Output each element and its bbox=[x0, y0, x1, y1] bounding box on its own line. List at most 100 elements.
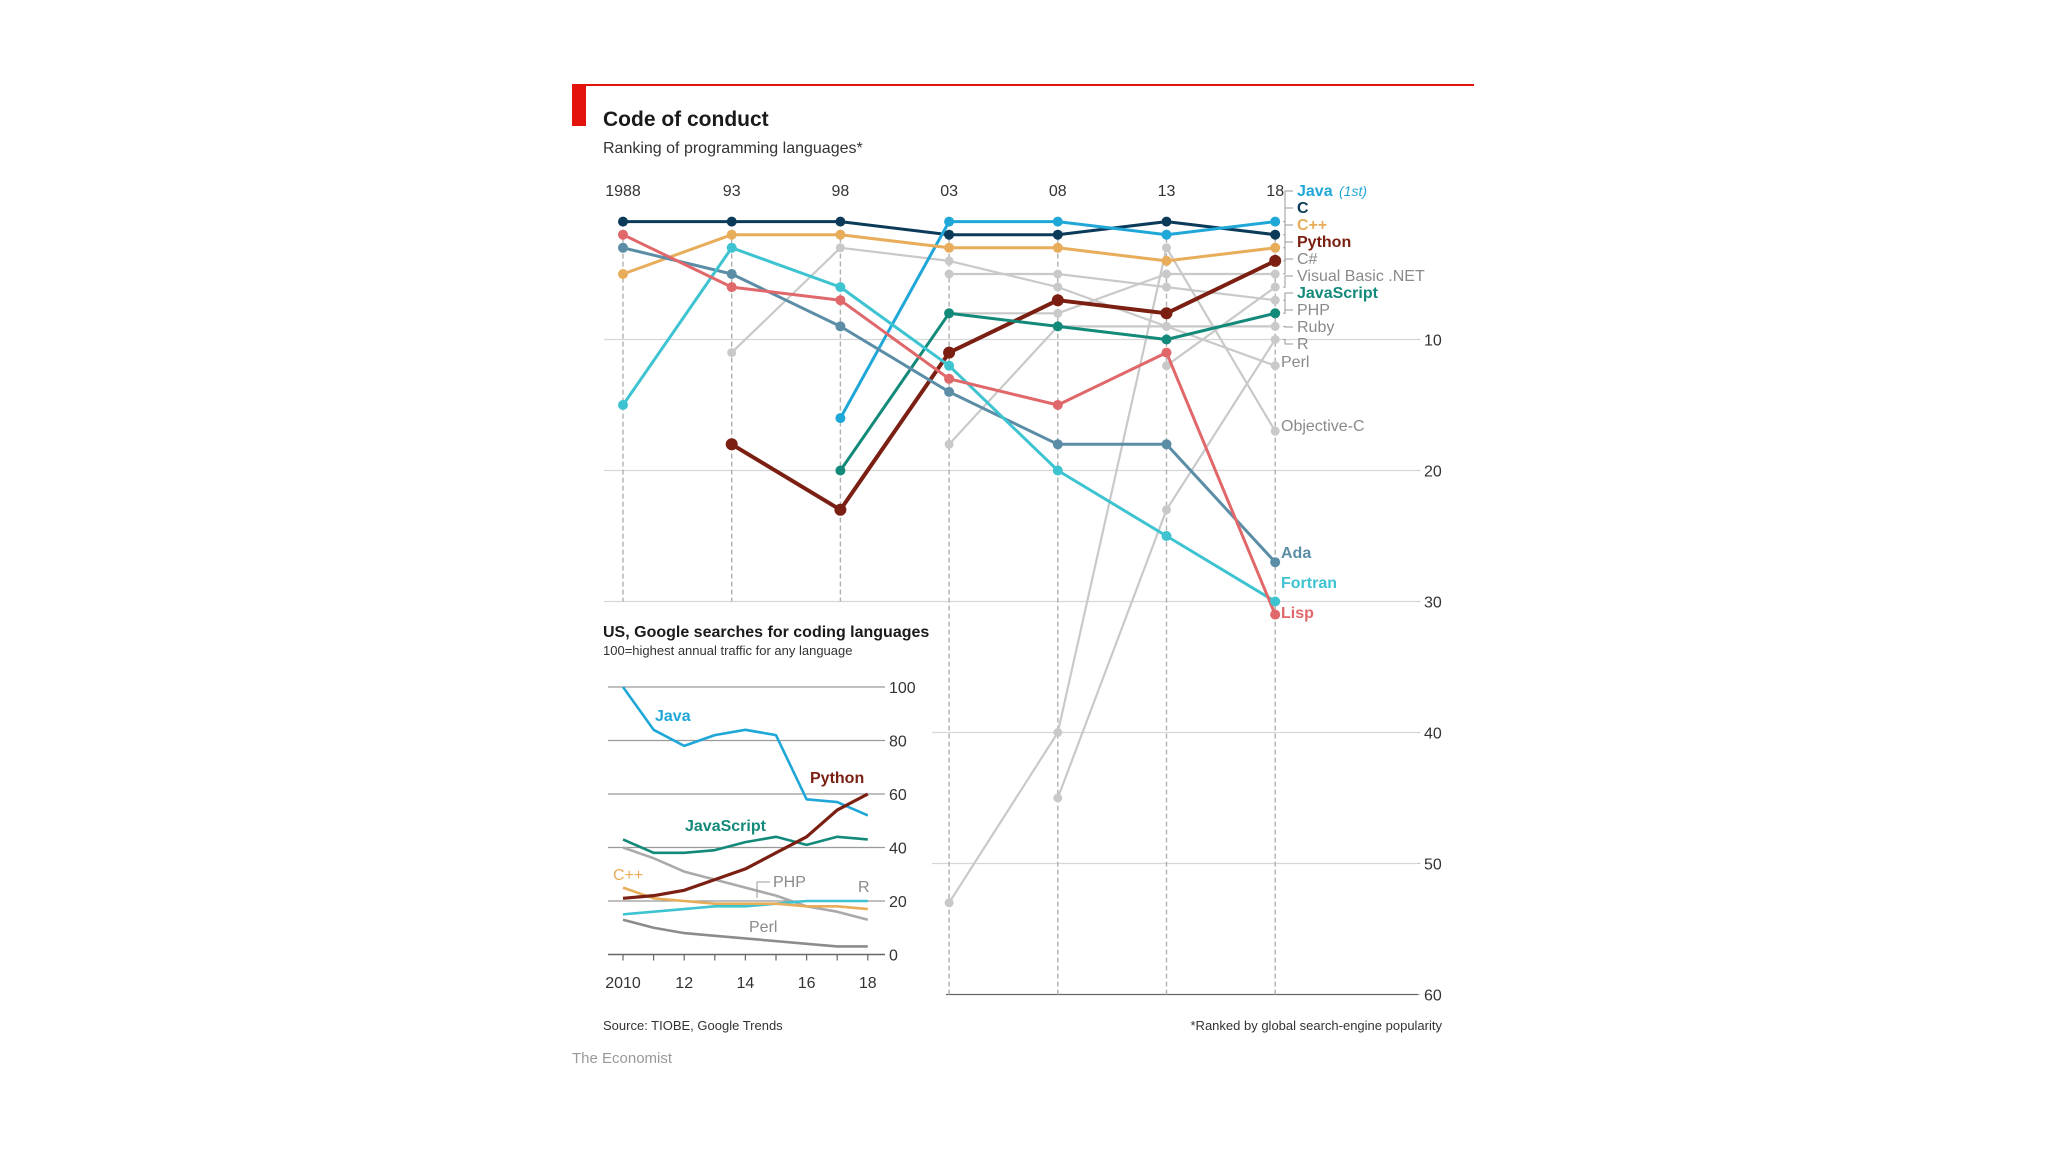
point-r bbox=[1270, 335, 1280, 344]
point-perl bbox=[835, 243, 845, 253]
point-fortran bbox=[835, 282, 846, 293]
inset-label-java: Java bbox=[655, 708, 691, 725]
point-php bbox=[1162, 282, 1171, 292]
inset-line-c bbox=[622, 886, 868, 911]
inset-label-python: Python bbox=[810, 770, 864, 787]
point-python bbox=[1160, 307, 1173, 320]
point-c bbox=[1161, 255, 1172, 266]
label-leader-java bbox=[1283, 190, 1293, 223]
inset-line-javascript bbox=[622, 835, 868, 855]
point-lisp bbox=[618, 229, 628, 240]
main-points bbox=[618, 216, 1282, 620]
series-line-c bbox=[949, 272, 1276, 315]
inset-line-r bbox=[622, 899, 868, 916]
point-lisp bbox=[1161, 347, 1172, 358]
point-python bbox=[834, 503, 847, 516]
main-x-tick-label: 08 bbox=[1049, 183, 1067, 200]
label-r: R bbox=[1297, 336, 1309, 353]
main-y-tick-label: 60 bbox=[1424, 988, 1442, 1005]
point-objective-c bbox=[1053, 728, 1063, 737]
point-ada bbox=[1161, 439, 1172, 450]
point-ada bbox=[1052, 439, 1063, 450]
inset-x-tick-label: 12 bbox=[675, 975, 693, 992]
inset-x-tick-label: 14 bbox=[737, 975, 755, 992]
inset-label-javascript: JavaScript bbox=[685, 818, 767, 835]
label-c: C bbox=[1297, 200, 1309, 217]
label-c: C# bbox=[1297, 251, 1318, 268]
point-java bbox=[1270, 216, 1281, 227]
inset-legend-labels: Java Python JavaScript C++ PHP R Perl bbox=[613, 708, 870, 936]
inset-line-php bbox=[622, 846, 869, 921]
inset-x-tick-label: 16 bbox=[798, 975, 816, 992]
point-fortran bbox=[1161, 531, 1172, 541]
label-leader-php bbox=[1283, 299, 1293, 311]
point-ruby bbox=[1270, 321, 1280, 331]
point-ada bbox=[835, 321, 846, 332]
point-visual-basic-net bbox=[1162, 361, 1171, 371]
point-c bbox=[1270, 242, 1281, 253]
inset-y-tick-label: 0 bbox=[889, 948, 898, 965]
inset-y-tick-label: 100 bbox=[889, 680, 916, 697]
label-fortran: Fortran bbox=[1281, 575, 1337, 592]
point-php bbox=[1270, 295, 1280, 305]
inset-label-php: PHP bbox=[773, 874, 806, 891]
main-x-tick-label: 93 bbox=[723, 183, 741, 200]
point-fortran bbox=[1052, 465, 1063, 476]
point-lisp bbox=[1052, 400, 1063, 410]
main-x-tick-label: 98 bbox=[832, 183, 850, 200]
point-perl bbox=[727, 348, 737, 358]
inset-php-leader bbox=[756, 881, 770, 898]
point-objective-c bbox=[944, 898, 954, 908]
point-objective-c bbox=[1162, 243, 1171, 253]
point-c bbox=[944, 229, 955, 240]
point-ada bbox=[944, 386, 955, 397]
point-python bbox=[1269, 254, 1282, 267]
label-perl: Perl bbox=[1281, 354, 1309, 371]
point-python bbox=[725, 438, 738, 451]
point-c bbox=[835, 229, 846, 240]
inset-y-tick-label: 20 bbox=[889, 894, 907, 911]
point-php bbox=[944, 269, 954, 279]
point-ruby bbox=[944, 439, 954, 449]
point-c bbox=[835, 216, 846, 227]
inset-y-axis: 0 20 40 60 80 100 bbox=[889, 680, 916, 965]
main-gridlines bbox=[604, 221, 1420, 996]
label-python: Python bbox=[1297, 234, 1351, 251]
point-fortran bbox=[1270, 596, 1281, 607]
main-x-axis: 1988 93 98 03 08 13 18 bbox=[605, 183, 1284, 200]
main-x-tick-label: 18 bbox=[1266, 183, 1284, 200]
label-php: PHP bbox=[1297, 302, 1330, 319]
point-perl bbox=[1270, 361, 1280, 371]
inset-line-perl bbox=[622, 918, 868, 948]
label-c: C++ bbox=[1297, 217, 1327, 234]
point-c bbox=[1162, 269, 1171, 279]
main-y-tick-label: 20 bbox=[1424, 464, 1442, 481]
point-java bbox=[1052, 216, 1063, 227]
point-java bbox=[835, 413, 846, 424]
inset-line-python bbox=[622, 792, 869, 900]
label-leader-c bbox=[1283, 207, 1293, 236]
label-leader-visual-basic-net bbox=[1283, 275, 1293, 288]
inset-label-c: C++ bbox=[613, 867, 643, 884]
main-y-tick-label: 30 bbox=[1424, 595, 1442, 612]
point-lisp bbox=[835, 295, 846, 306]
label-java: Java bbox=[1297, 183, 1333, 200]
main-x-tick-label: 03 bbox=[940, 183, 958, 200]
main-y-tick-label: 10 bbox=[1424, 333, 1442, 350]
point-c bbox=[1270, 229, 1281, 240]
point-ada bbox=[1270, 557, 1281, 568]
label-visual-basic-net: Visual Basic .NET bbox=[1297, 268, 1425, 285]
point-fortran bbox=[726, 242, 737, 253]
point-c bbox=[1052, 229, 1063, 240]
inset-x-tick-label: 2010 bbox=[605, 975, 641, 992]
label-java-suffix: (1st) bbox=[1339, 183, 1367, 199]
point-lisp bbox=[726, 282, 737, 293]
point-javascript bbox=[944, 308, 955, 319]
point-c bbox=[618, 216, 628, 227]
point-c bbox=[726, 216, 737, 227]
point-fortran bbox=[618, 400, 628, 410]
point-c bbox=[1161, 216, 1172, 227]
chart-title: Code of conduct bbox=[603, 108, 769, 131]
label-ada: Ada bbox=[1281, 545, 1311, 562]
